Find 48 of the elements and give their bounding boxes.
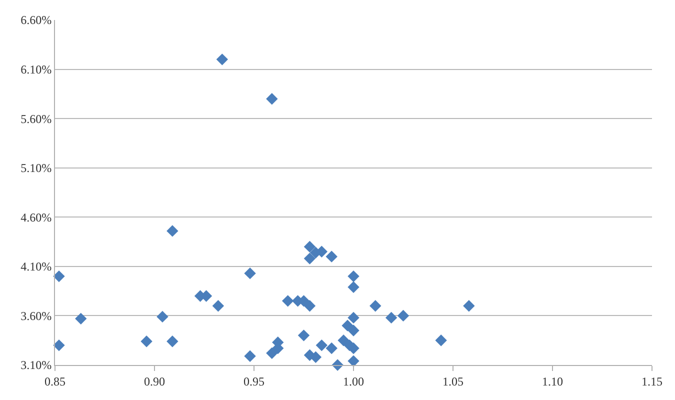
- point: [348, 324, 360, 336]
- point: [75, 312, 87, 325]
- point: [156, 310, 168, 323]
- x-tick-label: 1.05: [442, 374, 464, 388]
- point: [342, 320, 354, 332]
- x-tick-label: 1.10: [542, 374, 563, 388]
- point: [316, 339, 328, 352]
- point: [304, 240, 316, 253]
- point: [304, 300, 316, 312]
- x-tick-label: 1.00: [343, 374, 364, 388]
- point: [385, 312, 398, 324]
- point: [338, 334, 350, 346]
- y-tick-label: 6.10%: [20, 62, 52, 76]
- y-tick-label: 4.60%: [20, 210, 52, 224]
- point: [397, 310, 410, 322]
- point: [140, 335, 152, 348]
- point: [370, 300, 382, 312]
- point: [216, 54, 228, 66]
- x-tick-label: 1.15: [642, 374, 662, 388]
- point: [166, 335, 178, 348]
- point: [266, 93, 278, 105]
- point: [282, 295, 294, 307]
- point: [348, 281, 360, 293]
- point: [298, 330, 310, 342]
- point: [348, 270, 360, 282]
- point: [266, 347, 278, 360]
- y-tick-label: 5.10%: [20, 161, 52, 176]
- y-tick-label: 6.60%: [20, 13, 52, 28]
- x-tick-label: 0.85: [44, 374, 66, 388]
- x-tick-label: 0.90: [144, 374, 165, 388]
- x-tick-label: 0.95: [244, 374, 264, 388]
- y-tick-label: 5.60%: [20, 112, 52, 126]
- point: [244, 267, 256, 280]
- point: [166, 225, 178, 237]
- point: [348, 355, 360, 367]
- y-tick-label: 4.10%: [20, 260, 52, 274]
- point: [463, 300, 475, 312]
- point: [244, 350, 256, 362]
- point: [53, 270, 65, 282]
- point: [212, 300, 224, 312]
- y-tick-label: 3.60%: [20, 308, 52, 323]
- point: [435, 334, 447, 346]
- point: [304, 252, 316, 264]
- y-tick-label: 3.10%: [20, 358, 52, 372]
- point: [53, 339, 65, 352]
- point: [326, 250, 338, 262]
- point: [348, 312, 360, 324]
- point: [326, 342, 338, 354]
